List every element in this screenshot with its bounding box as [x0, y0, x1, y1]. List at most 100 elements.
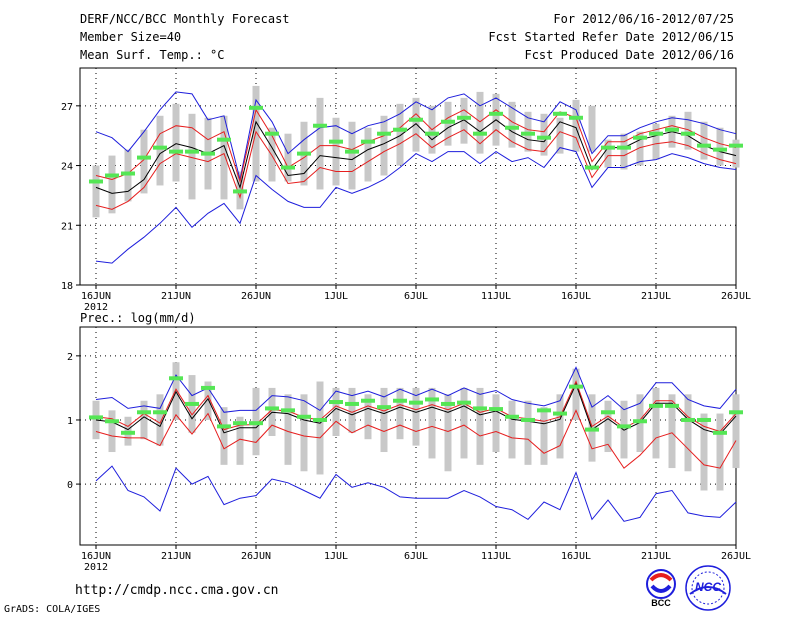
green-marker: [329, 139, 343, 144]
spread-box: [684, 394, 692, 472]
series-mean-line: [95, 119, 737, 194]
spread-box: [156, 394, 164, 446]
green-marker: [633, 135, 647, 140]
green-marker: [473, 406, 487, 411]
green-marker: [553, 411, 567, 416]
x-tick-label: 16JUL: [561, 291, 591, 302]
green-marker: [569, 115, 583, 120]
x-tick-label: 11JUL: [481, 291, 511, 302]
green-marker: [89, 415, 103, 420]
green-marker: [569, 384, 583, 389]
green-marker: [585, 165, 599, 170]
green-marker: [697, 143, 711, 148]
green-marker: [649, 403, 663, 408]
green-marker: [297, 151, 311, 156]
spread-box: [716, 413, 724, 491]
green-marker: [105, 419, 119, 424]
green-marker: [505, 125, 519, 130]
temperature-variable-label: Mean Surf. Temp.: °C: [80, 48, 225, 62]
green-marker: [105, 173, 119, 178]
spread-box: [236, 416, 244, 465]
spread-box: [604, 400, 612, 453]
source-url[interactable]: http://cmdp.ncc.cma.gov.cn: [75, 583, 279, 598]
green-marker: [329, 400, 343, 405]
green-marker: [617, 424, 631, 429]
green-marker: [697, 417, 711, 422]
green-marker: [89, 179, 103, 184]
green-marker: [233, 189, 247, 194]
green-marker: [441, 119, 455, 124]
spread-box: [492, 394, 500, 453]
spread-box: [732, 139, 740, 168]
plot-frame: [79, 67, 737, 286]
spread-box: [668, 394, 676, 469]
ncc-logo: NCC: [684, 564, 732, 612]
spread-box: [460, 97, 468, 144]
green-marker: [377, 131, 391, 136]
x-tick-label: 1JUL: [324, 551, 348, 562]
green-marker: [345, 401, 359, 406]
green-marker: [281, 408, 295, 413]
spread-box: [652, 123, 660, 160]
green-marker: [121, 171, 135, 176]
spread-box: [428, 387, 436, 459]
green-marker: [505, 414, 519, 419]
green-marker: [249, 105, 263, 110]
spread-box: [620, 133, 628, 170]
member-size-label: Member Size=40: [80, 30, 182, 44]
spread-box: [716, 127, 724, 166]
spread-box: [588, 105, 596, 152]
green-marker: [201, 385, 215, 390]
green-marker: [137, 155, 151, 160]
precip-variable-label: Prec.: log(mm/d): [80, 311, 196, 325]
green-marker: [345, 149, 359, 154]
started-refer-date-label: Fcst Started Refer Date 2012/06/15: [488, 30, 734, 44]
temperature-panel: 16JUN 21JUN 26JUN 1JUL 6JUL 11JUL 16JUL 21JUL 26…: [61, 67, 751, 313]
grads-credit: GrADS: COLA/IGES: [4, 604, 101, 615]
green-marker: [633, 419, 647, 424]
spread-box: [556, 394, 564, 459]
spread-box: [572, 368, 580, 420]
green-marker: [393, 398, 407, 403]
green-marker: [425, 397, 439, 402]
x-tick-label: 16JUN: [81, 551, 111, 562]
green-marker: [729, 143, 743, 148]
spread-box: [700, 121, 708, 160]
green-marker: [617, 145, 631, 150]
x-tick-label: 21JUN: [161, 291, 191, 302]
spread-box: [332, 387, 340, 436]
green-marker: [265, 406, 279, 411]
green-marker: [649, 131, 663, 136]
green-marker: [281, 165, 295, 170]
y-tick-label: 2: [67, 352, 73, 363]
green-marker: [681, 131, 695, 136]
green-marker: [217, 424, 231, 429]
green-marker: [425, 131, 439, 136]
spread-box: [540, 407, 548, 465]
green-marker: [489, 111, 503, 116]
green-marker: [729, 410, 743, 415]
spread-box: [172, 103, 180, 182]
x-tick-label: 6JUL: [404, 551, 428, 562]
spread-box: [412, 387, 420, 446]
spread-box: [364, 127, 372, 182]
green-marker: [441, 401, 455, 406]
series-lower-line: [95, 465, 737, 522]
spread-box: [476, 387, 484, 465]
green-marker: [585, 427, 599, 432]
x-year-label: 2012: [84, 562, 108, 573]
spread-box: [220, 115, 228, 200]
spread-box: [604, 139, 612, 168]
green-marker: [169, 149, 183, 154]
spread-box: [332, 117, 340, 186]
green-marker: [681, 417, 695, 422]
spread-box: [348, 387, 356, 433]
green-marker: [457, 400, 471, 405]
series-lower-line: [95, 147, 737, 264]
green-marker: [521, 131, 535, 136]
spread-box: [540, 113, 548, 156]
spread-box: [92, 165, 100, 218]
green-marker: [665, 127, 679, 132]
spread-box: [220, 407, 228, 465]
bcc-logo-text: BCC: [651, 598, 671, 608]
